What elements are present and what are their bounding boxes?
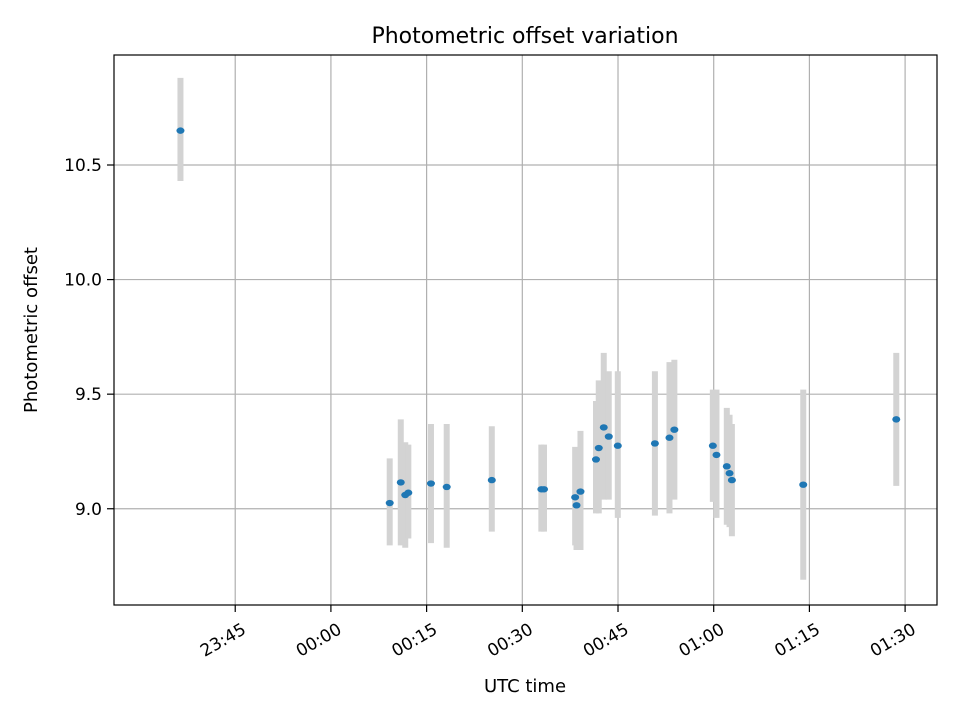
data-point <box>576 488 585 495</box>
data-point <box>591 456 600 463</box>
y-tick-label: 9.0 <box>75 500 102 520</box>
data-point <box>725 470 734 477</box>
data-point <box>540 486 549 493</box>
x-axis-label: UTC time <box>484 676 566 697</box>
data-point <box>404 489 413 496</box>
y-axis-label: Photometric offset <box>21 247 42 413</box>
data-point <box>727 476 736 484</box>
data-point <box>176 127 185 134</box>
y-tick-label: 10.5 <box>64 156 102 176</box>
y-axis-ticks: 9.0 9.5 10.0 10.5 <box>64 156 114 520</box>
data-point <box>594 444 603 452</box>
y-tick-label: 10.0 <box>64 271 102 291</box>
data-point <box>665 434 674 441</box>
data-point <box>426 480 435 487</box>
chart-title: Photometric offset variation <box>371 24 678 49</box>
data-point <box>442 483 451 491</box>
data-point <box>487 476 496 484</box>
data-point <box>572 502 581 509</box>
data-points <box>176 127 901 509</box>
data-point <box>571 494 580 501</box>
data-point <box>613 442 622 449</box>
data-point <box>396 479 405 486</box>
data-point <box>892 416 901 423</box>
grid-lines <box>114 55 937 605</box>
plot-area-frame <box>113 54 938 606</box>
data-point <box>599 424 608 431</box>
data-point <box>670 426 679 433</box>
data-point <box>799 481 808 488</box>
data-point <box>712 451 721 459</box>
data-point <box>722 463 731 470</box>
data-point <box>708 442 717 449</box>
data-point <box>604 433 613 440</box>
y-tick-label: 9.5 <box>75 385 102 405</box>
data-point <box>650 440 659 447</box>
data-point <box>385 499 394 507</box>
